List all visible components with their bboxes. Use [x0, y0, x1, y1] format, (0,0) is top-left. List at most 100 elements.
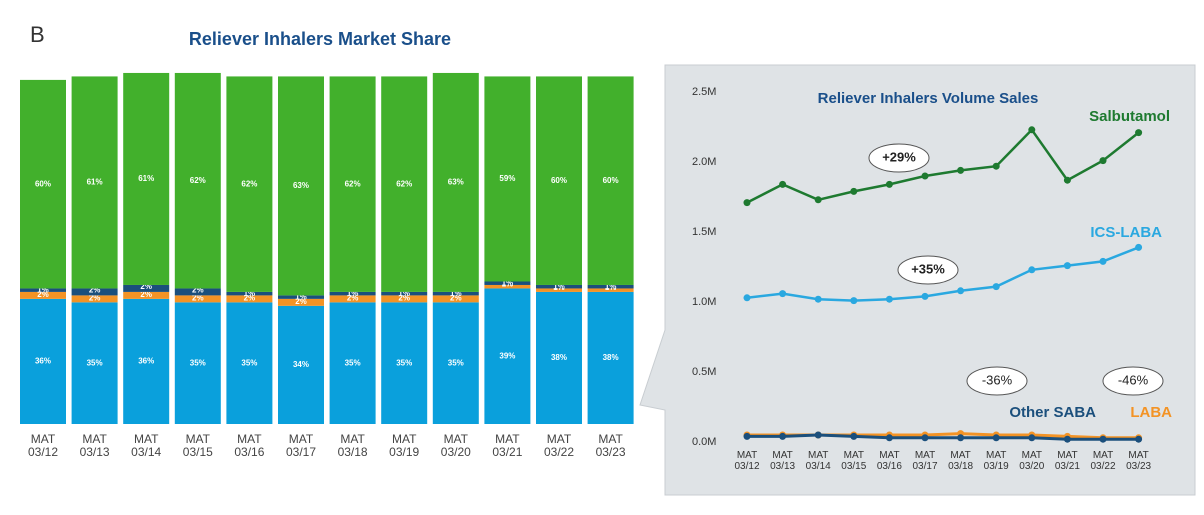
data-label: 60% [551, 176, 567, 185]
y-tick-label: 1.0M [692, 296, 716, 308]
data-label: 60% [35, 179, 51, 188]
marker [1099, 257, 1107, 265]
annotation: -46% [1118, 372, 1149, 387]
data-label: 62% [396, 179, 412, 188]
data-label: 1% [553, 282, 565, 291]
x-tick-label: MAT 03/14 [805, 450, 831, 472]
bar-segment [174, 72, 221, 289]
x-tick-label: MAT 03/20 [1019, 450, 1045, 472]
marker [743, 432, 751, 440]
marker [850, 432, 858, 440]
x-tick-label: MAT 03/19 [389, 432, 420, 459]
annotation-bubble [966, 366, 1028, 396]
bar-segment [226, 295, 273, 303]
x-tick-label: MAT 03/22 [543, 432, 575, 459]
marker [885, 180, 893, 188]
marker [992, 434, 1000, 442]
data-label: 61% [138, 174, 154, 183]
marker [779, 432, 787, 440]
bar-segment [381, 76, 428, 292]
data-label: 2% [192, 293, 204, 302]
bar-segment [278, 298, 324, 306]
bar-segment [381, 291, 428, 296]
data-label: 36% [35, 357, 51, 366]
data-label: 1% [398, 289, 410, 298]
marker [992, 162, 1000, 170]
line [746, 127, 1140, 204]
bar-segment [587, 288, 634, 292]
data-label: 2% [37, 290, 49, 299]
annotation-bubble [868, 143, 930, 173]
bar-segment [123, 284, 170, 292]
bar-segment [536, 76, 582, 285]
data-label: 2% [398, 293, 410, 302]
annotation: -36% [982, 372, 1013, 387]
annotation: +29% [882, 149, 916, 164]
marker [814, 196, 822, 204]
data-label: 1% [450, 289, 462, 298]
y-tick-label: 2.5M [692, 86, 716, 98]
marker [779, 180, 787, 188]
data-label: 2% [347, 293, 359, 302]
bar-segment [20, 79, 66, 289]
marker [1099, 435, 1107, 443]
bar-segment [278, 295, 324, 299]
data-label: 1% [37, 286, 49, 295]
x-tick-label: MAT 03/18 [337, 432, 368, 459]
bar-segment [226, 302, 273, 424]
data-label: 1% [295, 293, 307, 302]
marker [850, 187, 858, 195]
data-label: 62% [241, 179, 257, 188]
x-tick-label: MAT 03/12 [27, 432, 59, 459]
marker [921, 434, 929, 442]
annotation-bubble [897, 255, 959, 285]
bar-segment [123, 298, 170, 424]
x-tick-label: MAT 03/14 [131, 432, 162, 459]
bar-segment [226, 76, 273, 292]
x-tick-label: MAT 03/16 [876, 450, 902, 472]
x-tick-label: MAT 03/21 [1054, 450, 1080, 472]
data-label: 2% [295, 297, 307, 306]
marker [1135, 435, 1143, 443]
marker [957, 166, 965, 174]
line [746, 246, 1140, 302]
marker [957, 434, 965, 442]
data-label: 1% [244, 289, 256, 298]
bar-segment [20, 291, 66, 299]
bar-segment [484, 281, 531, 285]
series-label: Other SABA [1009, 404, 1096, 421]
bar-segment [71, 302, 118, 424]
data-label: 2% [140, 290, 152, 299]
marker [921, 292, 929, 300]
data-label: 2% [89, 293, 101, 302]
bar-segment [587, 76, 634, 285]
annotation-bubble [1102, 366, 1164, 396]
bar-segment [20, 298, 66, 424]
data-label: 36% [138, 357, 154, 366]
bar-segment [278, 305, 324, 424]
data-label: 61% [87, 178, 103, 187]
marker [921, 172, 929, 180]
marker [885, 295, 893, 303]
data-label: 35% [190, 358, 206, 367]
bar-segment [432, 302, 479, 424]
bar-segment [432, 72, 479, 292]
bar-segment [329, 291, 376, 296]
data-label: 39% [499, 351, 515, 360]
bar-segment [484, 76, 531, 282]
chart-title: Reliever Inhalers Volume Sales [818, 90, 1039, 107]
x-tick-label: MAT 03/17 [285, 432, 317, 459]
x-tick-label: MAT 03/13 [770, 450, 796, 472]
bar-segment [329, 76, 376, 292]
data-label: 35% [87, 358, 103, 367]
x-tick-label: MAT 03/23 [1126, 450, 1152, 472]
line [747, 433, 1139, 441]
marker [779, 290, 787, 298]
bar-segment [20, 288, 66, 292]
data-label: 35% [345, 358, 361, 367]
data-label: 38% [551, 353, 567, 362]
bar-segment [432, 295, 479, 303]
bar-segment [329, 302, 376, 424]
marker [743, 294, 751, 302]
